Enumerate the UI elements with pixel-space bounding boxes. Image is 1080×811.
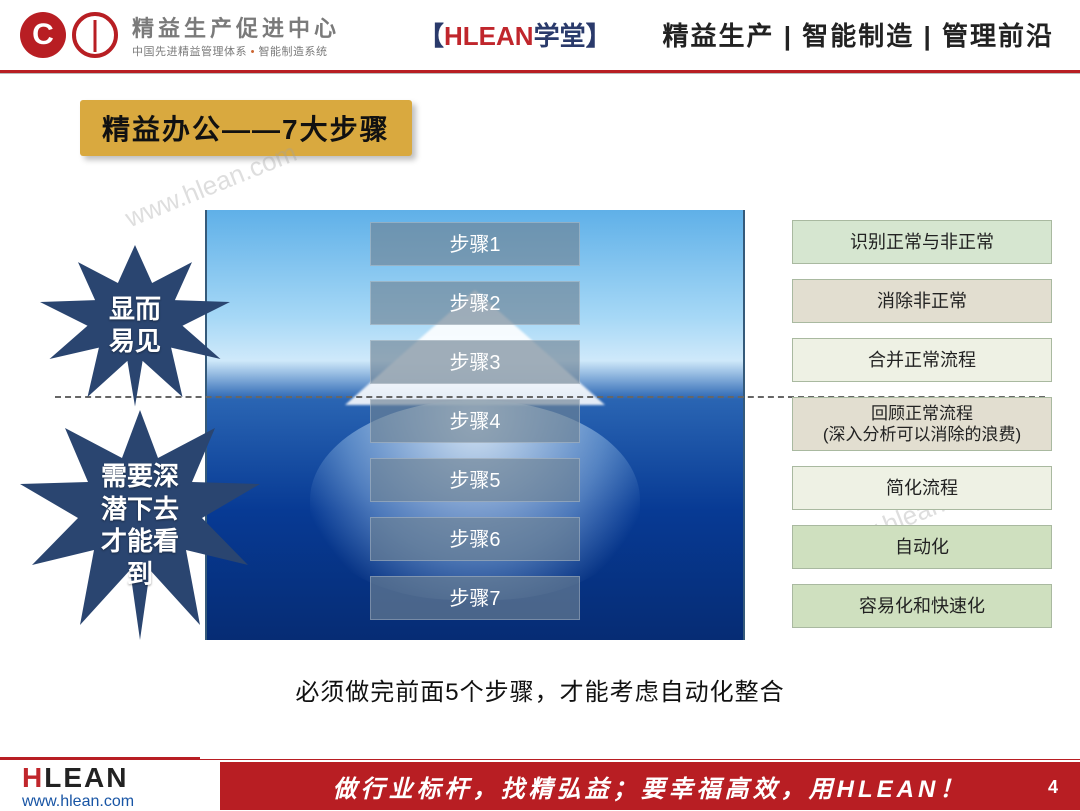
brand-blue: 学堂 <box>534 21 586 51</box>
logo-subtitle: 中国先进精益管理体系 • 智能制造系统 <box>132 43 340 59</box>
step-box: 步骤4 <box>370 399 580 443</box>
step-box: 步骤3 <box>370 340 580 384</box>
step-box: 步骤5 <box>370 458 580 502</box>
footer-url: www.hlean.com <box>22 793 134 811</box>
description-box: 回顾正常流程(深入分析可以消除的浪费) <box>792 397 1052 451</box>
footer-divider <box>200 759 1080 760</box>
footer-bar: 做行业标杆，找精弘益；要幸福高效，用HLEAN！ 4 <box>220 762 1080 810</box>
header: C 精益生产促进中心 中国先进精益管理体系 • 智能制造系统 【HLEAN学堂】… <box>0 0 1080 70</box>
header-divider <box>0 70 1080 73</box>
slide-title: 精益办公——7大步骤 <box>80 100 412 156</box>
logo-title: 精益生产促进中心 <box>132 11 340 43</box>
brand-center: 【HLEAN学堂】 <box>418 16 612 53</box>
step-box: 步骤2 <box>370 281 580 325</box>
description-box: 消除非正常 <box>792 279 1052 323</box>
footer-logo: HLEAN <box>22 762 128 794</box>
description-box: 简化流程 <box>792 466 1052 510</box>
footer-slogan: 做行业标杆，找精弘益；要幸福高效，用HLEAN！ <box>333 769 968 804</box>
burst-hidden: 需要深潜下去才能看到 <box>20 410 260 640</box>
page-number: 4 <box>1048 777 1058 798</box>
brand-bracket-close: 】 <box>586 21 612 51</box>
logo-sub-b: 智能制造系统 <box>258 46 327 58</box>
caption: 必须做完前面5个步骤，才能考虑自动化整合 <box>0 672 1080 707</box>
footer-accent <box>0 757 200 760</box>
footer-logo-h: H <box>22 762 44 793</box>
step-box: 步骤1 <box>370 222 580 266</box>
description-column: 识别正常与非正常消除非正常合并正常流程回顾正常流程(深入分析可以消除的浪费) 简化… <box>792 220 1052 628</box>
footer-logo-rest: LEAN <box>44 762 128 793</box>
nav-right: 精益生产 | 智能制造 | 管理前沿 <box>663 16 1054 53</box>
logo-badge: C <box>20 12 66 58</box>
brand-bracket-open: 【 <box>418 21 444 51</box>
logo-text: 精益生产促进中心 中国先进精益管理体系 • 智能制造系统 <box>132 11 340 59</box>
description-box: 容易化和快速化 <box>792 584 1052 628</box>
logo-sub-a: 中国先进精益管理体系 <box>132 46 247 58</box>
iceberg-diagram: 步骤1 步骤2 步骤3 步骤4 步骤5 步骤6 步骤7 <box>205 210 745 640</box>
step-column: 步骤1 步骤2 步骤3 步骤4 步骤5 步骤6 步骤7 <box>370 222 580 620</box>
dot-icon: • <box>251 46 255 58</box>
logo-circle-icon <box>72 12 118 58</box>
description-box: 识别正常与非正常 <box>792 220 1052 264</box>
step-box: 步骤7 <box>370 576 580 620</box>
burst-visible: 显而易见 <box>40 245 230 405</box>
description-box: 合并正常流程 <box>792 338 1052 382</box>
brand-red: HLEAN <box>444 21 534 51</box>
step-box: 步骤6 <box>370 517 580 561</box>
description-box: 自动化 <box>792 525 1052 569</box>
